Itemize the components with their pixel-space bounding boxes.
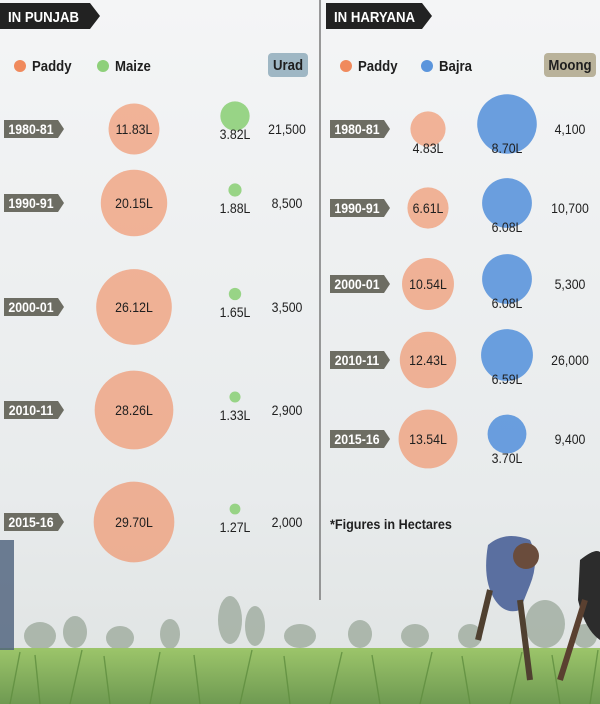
rice-field	[0, 648, 600, 704]
units-note: *Figures in Hectares	[330, 516, 452, 532]
punjab-year-label-2010-11: 2010-11	[9, 402, 53, 418]
punjab-paddy-bubble-1980-81	[108, 103, 160, 155]
punjab-urad-value-2000-01: 3,500	[272, 299, 303, 315]
punjab-year-label-2015-16: 2015-16	[8, 514, 53, 530]
haryana-legend-paddy: Paddy	[358, 57, 398, 74]
haryana-year-label-1980-81: 1980-81	[334, 121, 379, 137]
punjab-title-arrow	[90, 3, 100, 29]
haryana-paddy-bubble-1980-81	[410, 111, 446, 147]
punjab-table-header-tag	[268, 53, 308, 77]
haryana-year-tag-2010-11	[330, 351, 390, 369]
farmer-silhouette	[475, 536, 600, 681]
left-figure-edge	[0, 540, 14, 650]
haryana-paddy-bubble-2015-16	[398, 409, 458, 469]
punjab-legend-maize: Maize	[115, 57, 151, 74]
punjab-title-bg	[0, 3, 90, 29]
punjab-urad-value-1990-91: 8,500	[272, 195, 303, 211]
haryana-paddy-label-2010-11: 12.43L	[409, 352, 447, 368]
punjab-legend-paddy: Paddy	[32, 57, 72, 74]
punjab-maize-bubble-1980-81	[220, 101, 250, 131]
punjab-maize-label-1990-91: 1.88L	[220, 200, 251, 216]
punjab-year-label-1980-81: 1980-81	[8, 121, 53, 137]
punjab-year-tag-2000-01	[4, 298, 64, 316]
punjab-paddy-bubble-2000-01	[96, 269, 172, 345]
punjab-paddy-bubble-1990-91	[100, 169, 168, 237]
punjab-paddy-label-1980-81: 11.83L	[116, 121, 153, 137]
haryana-bajra-bubble-2000-01	[482, 254, 532, 304]
punjab-maize-label-2000-01: 1.65L	[220, 304, 251, 320]
punjab-legend-dot-paddy	[14, 60, 26, 72]
haryana-moong-value-2000-01: 5,300	[555, 276, 586, 292]
haryana-bajra-bubble-2015-16	[487, 414, 527, 454]
haryana-year-tag-2015-16	[330, 430, 390, 448]
punjab-legend-dot-maize	[97, 60, 109, 72]
punjab-paddy-bubble-2015-16	[93, 481, 175, 563]
haryana-bajra-label-2015-16: 3.70L	[492, 450, 523, 466]
punjab-table-header: Urad	[273, 56, 303, 73]
haryana-bajra-label-2010-11: 6.59L	[492, 371, 523, 387]
punjab-maize-label-2015-16: 1.27L	[220, 519, 251, 535]
punjab-paddy-bubble-2010-11	[94, 370, 174, 450]
haryana-bajra-bubble-1980-81	[477, 94, 537, 154]
haryana-title: IN HARYANA	[334, 8, 415, 25]
punjab-maize-label-1980-81: 3.82L	[220, 126, 251, 142]
punjab-title: IN PUNJAB	[8, 8, 79, 25]
punjab-paddy-label-2015-16: 29.70L	[115, 514, 153, 530]
haryana-legend-dot-paddy	[340, 60, 352, 72]
haryana-moong-value-1990-91: 10,700	[551, 200, 589, 216]
punjab-year-tag-2010-11	[4, 401, 64, 419]
haryana-legend-bajra: Bajra	[439, 57, 472, 74]
punjab-paddy-label-1990-91: 20.15L	[115, 195, 153, 211]
haryana-bajra-label-1990-91: 6.08L	[492, 219, 523, 235]
haryana-title-arrow	[422, 3, 432, 29]
punjab-maize-bubble-2010-11	[229, 391, 241, 403]
punjab-maize-label-2010-11: 1.33L	[220, 407, 251, 423]
punjab-maize-bubble-2000-01	[228, 287, 242, 301]
haryana-title-bg	[326, 3, 422, 29]
tree-line	[24, 596, 597, 650]
punjab-urad-value-1980-81: 21,500	[268, 121, 306, 137]
punjab-paddy-label-2000-01: 26.12L	[115, 299, 153, 315]
haryana-bajra-label-1980-81: 8.70L	[492, 140, 523, 156]
haryana-year-label-2000-01: 2000-01	[334, 276, 379, 292]
haryana-bajra-label-2000-01: 6.08L	[492, 295, 523, 311]
haryana-paddy-bubble-2010-11	[399, 331, 457, 389]
punjab-paddy-label-2010-11: 28.26L	[115, 402, 153, 418]
haryana-paddy-label-2015-16: 13.54L	[409, 431, 447, 447]
punjab-year-tag-2015-16	[4, 513, 64, 531]
haryana-paddy-label-2000-01: 10.54L	[409, 276, 447, 292]
haryana-year-tag-2000-01	[330, 275, 390, 293]
haryana-bajra-bubble-2010-11	[481, 329, 533, 381]
haryana-paddy-bubble-1990-91	[407, 187, 449, 229]
haryana-bajra-bubble-1990-91	[482, 178, 532, 228]
punjab-year-label-2000-01: 2000-01	[8, 299, 53, 315]
punjab-year-tag-1990-91	[4, 194, 64, 212]
haryana-year-label-1990-91: 1990-91	[334, 200, 379, 216]
haryana-table-header-tag	[544, 53, 596, 77]
haryana-year-label-2010-11: 2010-11	[335, 352, 379, 368]
punjab-urad-value-2010-11: 2,900	[272, 402, 303, 418]
punjab-year-label-1990-91: 1990-91	[8, 195, 53, 211]
punjab-maize-bubble-1990-91	[228, 183, 242, 197]
haryana-moong-value-2010-11: 26,000	[551, 352, 589, 368]
haryana-legend-dot-bajra	[421, 60, 433, 72]
punjab-year-tag-1980-81	[4, 120, 64, 138]
haryana-paddy-label-1990-91: 6.61L	[413, 200, 444, 216]
haryana-year-tag-1980-81	[330, 120, 390, 138]
haryana-moong-value-2015-16: 9,400	[555, 431, 586, 447]
haryana-moong-value-1980-81: 4,100	[555, 121, 586, 137]
haryana-year-tag-1990-91	[330, 199, 390, 217]
punjab-urad-value-2015-16: 2,000	[272, 514, 303, 530]
haryana-paddy-label-1980-81: 4.83L	[413, 140, 444, 156]
punjab-maize-bubble-2015-16	[229, 503, 241, 515]
haryana-year-label-2015-16: 2015-16	[334, 431, 379, 447]
haryana-paddy-bubble-2000-01	[402, 258, 454, 310]
haryana-table-header: Moong	[548, 56, 591, 73]
